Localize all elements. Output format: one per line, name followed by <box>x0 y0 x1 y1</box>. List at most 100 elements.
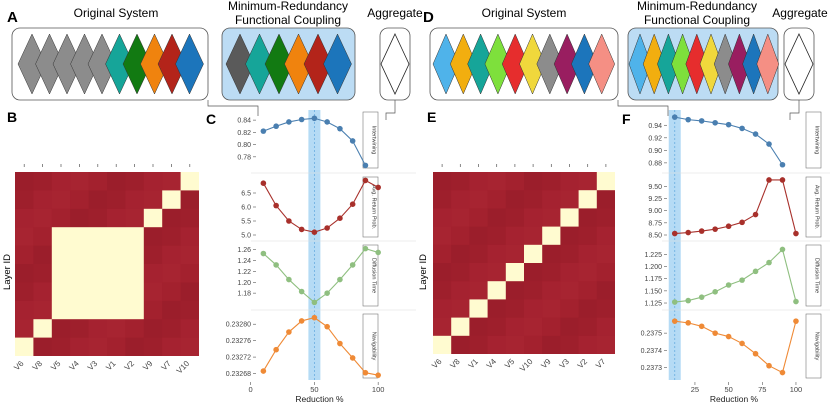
chart-C-point <box>362 162 369 169</box>
right-heatmap-cell <box>469 281 488 300</box>
right-heatmap-cell <box>542 244 561 263</box>
right-heatmap-cell <box>524 172 543 191</box>
right-heatmap-xtick-label: V8 <box>448 357 462 371</box>
left-heatmap-xtick-label: V5 <box>49 359 63 373</box>
right-heatmap-cell <box>433 172 452 191</box>
right-coupling-title-line1: Minimum-Redundancy <box>637 0 757 13</box>
chart-C-ytick-label: 1.18 <box>237 291 251 298</box>
left-heatmap-cell <box>125 337 144 356</box>
chart-C-strip-label-4: Navigability <box>371 332 377 361</box>
left-heatmap-cell <box>180 337 199 356</box>
right-original-title: Original System <box>482 6 567 20</box>
chart-C-point <box>337 276 343 283</box>
left-heatmap-cell <box>33 208 52 228</box>
left-heatmap-cell <box>162 282 181 301</box>
chart-F-xtick-label: 50 <box>724 385 732 394</box>
right-heatmap-cell <box>505 317 524 336</box>
right-heatmap-cell <box>542 263 561 282</box>
chart-F-point <box>698 228 705 234</box>
left-coupling-layer-3 <box>264 33 294 95</box>
left-heatmap-xticks: V6 V8 V5 V4 V3 V1 V2 V9 V7 V10 <box>12 359 191 376</box>
right-heatmap-cell <box>505 299 524 318</box>
right-heatmap-cell <box>524 335 543 354</box>
right-heatmap-cell <box>578 335 597 354</box>
left-heatmap-cell <box>33 337 52 356</box>
chart-F-ytick-label: 0.90 <box>648 148 662 155</box>
chart-F-ytick-label: 0.94 <box>648 123 662 130</box>
right-heatmap-cell <box>505 281 524 300</box>
right-heatmap-cell <box>560 226 579 245</box>
chart-F-point <box>712 289 718 295</box>
chart-C-ytick-label: 6.0 <box>241 205 251 212</box>
chart-F-point <box>725 223 732 230</box>
panel-b-letter: B <box>7 109 17 125</box>
chart-F-ytick-label: 1.175 <box>644 276 662 283</box>
chart-F-point <box>685 229 692 236</box>
left-coupling-layer-1 <box>225 33 255 95</box>
chart-C-series-line-4 <box>262 317 379 376</box>
chart-C-ytick-label: 1.26 <box>237 247 251 254</box>
chart-C-point <box>324 323 330 330</box>
left-heatmap-cell <box>180 300 199 320</box>
chart-f: 0.94 0.92 0.90 0.88 Intertwining 9.50 9.25 9.00… <box>641 110 830 404</box>
panel-e-letter: E <box>427 109 436 125</box>
chart-F-point <box>779 246 786 253</box>
left-heatmap-cell <box>180 208 199 228</box>
chart-C-point <box>273 262 279 268</box>
chart-F-ytick-label: 1.150 <box>644 288 662 295</box>
chart-C-ytick-label: 5.5 <box>241 219 251 226</box>
left-heatmap-cell <box>33 300 52 320</box>
chart-C-point <box>298 116 305 123</box>
chart-F-strip-label-1: Intertwining <box>814 126 820 155</box>
right-heatmap-block-3 <box>469 299 488 318</box>
chart-C-xlabel: Reduction % <box>295 394 344 404</box>
right-heatmap-block-7 <box>542 226 561 245</box>
left-heatmap-block-1 <box>15 337 34 356</box>
right-heatmap-cell <box>560 281 579 300</box>
left-heatmap-cell <box>70 337 89 356</box>
chart-F-point <box>766 362 772 369</box>
chart-F-point <box>752 131 759 137</box>
left-heatmap-cell <box>15 319 34 338</box>
chart-C-ytick-label: 0.23272 <box>226 355 251 362</box>
chart-F-series-line-4 <box>674 320 797 374</box>
chart-F-point <box>725 121 732 128</box>
chart-F-xtick-label: 25 <box>691 385 699 394</box>
right-heatmap-block-5 <box>505 263 524 282</box>
right-heatmap-cell <box>433 299 452 318</box>
chart-C-point <box>273 202 279 209</box>
right-heatmap-cell <box>451 190 470 209</box>
chart-C-series-line-3 <box>263 247 379 304</box>
left-heatmap-cell <box>107 208 126 228</box>
left-heatmap-xtick-label: V6 <box>12 359 26 373</box>
right-heatmap-ylabel: Layer ID <box>418 254 429 290</box>
chart-C-point <box>375 249 381 256</box>
right-heatmap-cell <box>487 226 506 245</box>
chart-F-point <box>779 177 786 183</box>
left-heatmap-block-4 <box>143 208 163 228</box>
left-aggregate-diamond <box>380 33 410 95</box>
right-heatmap-cell <box>596 263 615 282</box>
chart-C-series-line-2 <box>262 179 379 233</box>
left-heatmap-cell <box>51 337 71 356</box>
right-heatmap-cell <box>542 208 561 227</box>
chart-C-ytick-label: 0.23268 <box>226 371 251 378</box>
right-heatmap-cell <box>469 317 488 336</box>
right-coupling-layers <box>628 33 780 95</box>
right-heatmap-cell <box>451 299 470 318</box>
left-heatmap-cell <box>88 319 107 338</box>
right-heatmap-cell <box>524 208 543 227</box>
left-heatmap-xtick-label: V1 <box>104 359 118 373</box>
chart-F-point <box>685 320 692 326</box>
left-heatmap-cell <box>33 264 52 283</box>
left-heatmap-cell <box>125 190 144 209</box>
left-heatmap-cell <box>88 208 107 228</box>
chart-F-strip-label-2: Avg. Return Prob. <box>814 185 820 230</box>
right-heatmap-cell <box>560 263 579 282</box>
right-heatmap-cell <box>487 172 506 191</box>
chart-C-ytick-label: 0.84 <box>237 118 251 125</box>
right-heatmap-cell <box>505 172 524 191</box>
chart-C-point <box>349 355 356 361</box>
right-heatmap-cell <box>505 226 524 245</box>
left-heatmap-cell <box>125 319 144 338</box>
